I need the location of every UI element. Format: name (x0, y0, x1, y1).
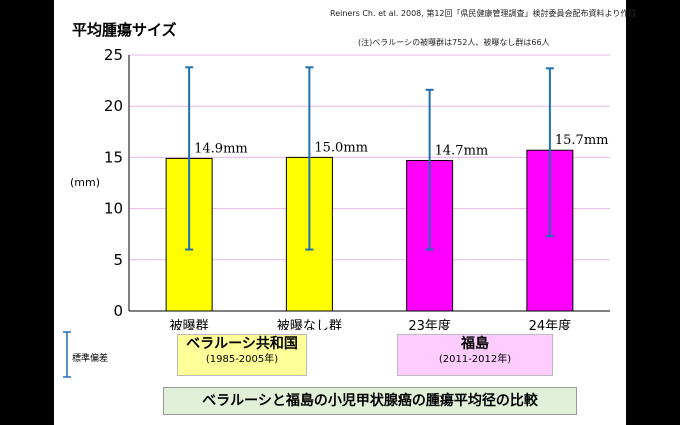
group-name: ベラルーシ共和国 (186, 336, 298, 352)
group-period: (2011-2012年) (438, 354, 512, 365)
chart-title: 平均腫瘍サイズ (72, 21, 177, 39)
category-label: 24年度 (529, 318, 572, 330)
bar-chart: 0 5 10 15 20 25 (mm) 14.9mm 被曝群 15.0mm 被曝なし群 14.7mm… (70, 46, 610, 330)
std-dev-legend-icon (63, 331, 71, 378)
sample-note: (注)ベラルーシの被曝群は752人、被曝なし群は66人 (358, 38, 550, 47)
y-tick-label: 25 (104, 46, 123, 64)
category-label: 23年度 (408, 318, 451, 330)
y-tick-label: 0 (113, 302, 123, 320)
group-label-fukushima: 福島 (2011-2012年) (397, 334, 553, 376)
y-tick-label: 15 (104, 148, 123, 166)
comparison-caption: ベラルーシと福島の小児甲状腺癌の腫瘍平均径の比較 (163, 387, 577, 415)
category-label: 被曝群 (170, 319, 209, 330)
value-label: 14.9mm (194, 141, 248, 156)
group-name: 福島 (461, 336, 489, 352)
group-period: (1985-2005年) (205, 354, 279, 365)
y-axis-label: (mm) (70, 176, 100, 189)
value-label: 15.0mm (314, 140, 368, 155)
y-tick-label: 5 (113, 251, 123, 269)
y-tick-label: 10 (104, 200, 123, 218)
std-dev-legend-label: 標準偏差 (72, 354, 109, 364)
source-note: Reiners Ch. et al. 2008, 第12回「県民健康管理調査」検… (330, 9, 637, 18)
group-label-belarus: ベラルーシ共和国 (1985-2005年) (177, 334, 307, 376)
y-tick-label: 20 (104, 97, 123, 115)
value-label: 15.7mm (555, 133, 609, 148)
category-label: 被曝なし群 (277, 319, 342, 330)
value-label: 14.7mm (435, 143, 489, 158)
slide: 平均腫瘍サイズ Reiners Ch. et al. 2008, 第12回「県民… (54, 0, 636, 425)
